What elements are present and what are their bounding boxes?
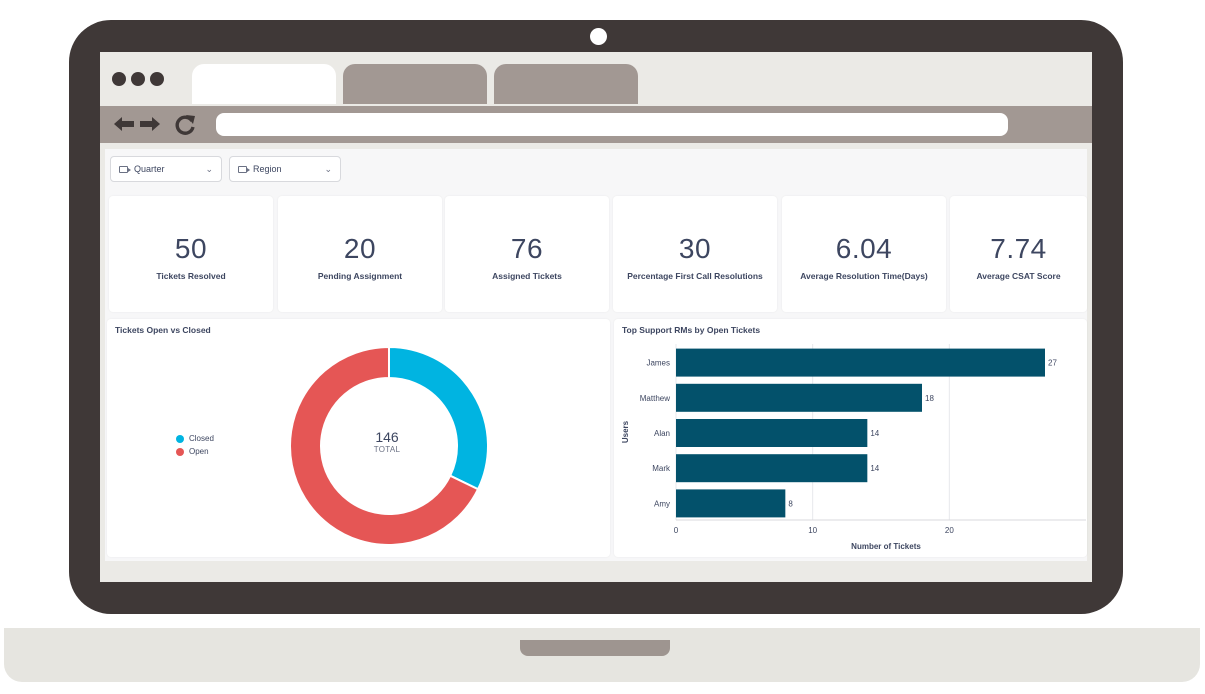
kpi-value: 30: [678, 233, 712, 264]
region-filter-label: Region: [253, 164, 282, 174]
kpi-value: 50: [174, 233, 208, 264]
kpi-label: Pending Assignment: [317, 271, 403, 281]
y-tick-label: Mark: [652, 464, 671, 473]
bar-amy[interactable]: [676, 489, 786, 518]
legend-swatch-open: [176, 447, 184, 456]
window-dot-icon[interactable]: [112, 72, 126, 86]
bar-matthew[interactable]: [676, 383, 922, 412]
reload-icon[interactable]: [173, 112, 197, 136]
kpi-value: 20: [343, 233, 377, 264]
donut-panel: Tickets Open vs Closed Closed Open 146 T…: [107, 319, 610, 557]
legend-label: Open: [189, 447, 209, 456]
chevron-down-icon: ⌄: [205, 163, 213, 174]
kpi-value: 6.04: [835, 233, 893, 264]
kpi-card-pending-assignment: 20 Pending Assignment: [278, 196, 442, 312]
kpi-card-first-call-resolutions: 30 Percentage First Call Resolutions: [613, 196, 777, 312]
browser-toolbar: [100, 106, 1092, 143]
kpi-label: Percentage First Call Resolutions: [627, 271, 763, 281]
bar-mark[interactable]: [676, 454, 868, 483]
legend-label: Closed: [189, 434, 214, 443]
donut-slice-open[interactable]: [289, 345, 480, 546]
window-dot-icon[interactable]: [150, 72, 164, 86]
donut-title: Tickets Open vs Closed: [115, 325, 211, 335]
y-tick-label: Matthew: [640, 394, 670, 403]
browser-tab[interactable]: [494, 64, 638, 104]
legend-item-closed[interactable]: Closed: [176, 432, 214, 445]
kpi-label: Average Resolution Time(Days): [800, 271, 928, 281]
y-tick-label: Amy: [654, 499, 670, 508]
donut-legend: Closed Open: [176, 432, 214, 458]
bar-chart: 0 10 20 James 27 Matthew 18 Alan 14 Mark 14 Amy 8 Num…: [621, 344, 1086, 551]
y-axis-label: Users: [621, 420, 630, 443]
bar-data-label: 18: [925, 394, 934, 403]
y-tick-label: James: [646, 359, 670, 368]
x-tick-label: 10: [808, 526, 817, 535]
kpi-label: Assigned Tickets: [492, 271, 562, 281]
camera-icon: [590, 28, 607, 45]
window-controls: [112, 72, 164, 86]
browser-tab[interactable]: [343, 64, 487, 104]
filter-icon: [238, 165, 250, 173]
donut-total-label: TOTAL: [373, 445, 401, 454]
x-tick-label: 20: [945, 526, 954, 535]
donut-chart: [289, 345, 489, 546]
forward-arrow-icon[interactable]: [138, 112, 162, 136]
bar-data-label: 14: [870, 429, 879, 438]
browser-tab-active[interactable]: [192, 64, 336, 104]
region-filter[interactable]: Region ⌄: [229, 156, 341, 182]
laptop-screen: Quarter ⌄ Region ⌄ 50 Tickets Resolved 2…: [100, 52, 1092, 582]
kpi-value: 7.74: [990, 233, 1047, 264]
address-bar[interactable]: [216, 113, 1008, 136]
bar-data-label: 8: [788, 499, 793, 508]
kpi-card-tickets-resolved: 50 Tickets Resolved: [109, 196, 273, 312]
donut-center: 146 TOTAL: [352, 429, 422, 454]
kpi-value: 76: [510, 233, 544, 264]
laptop-notch: [520, 640, 670, 656]
x-tick-label: 0: [674, 526, 679, 535]
bar-data-label: 14: [870, 464, 879, 473]
chevron-down-icon: ⌄: [324, 163, 332, 174]
kpi-label: Tickets Resolved: [156, 271, 226, 281]
bar-panel: Top Support RMs by Open Tickets 0 10 20 Jam…: [614, 319, 1087, 557]
y-tick-label: Alan: [654, 429, 670, 438]
x-axis-label: Number of Tickets: [851, 542, 921, 551]
kpi-card-assigned-tickets: 76 Assigned Tickets: [445, 196, 609, 312]
donut-slice-closed[interactable]: [388, 345, 489, 491]
filter-icon: [119, 165, 131, 173]
kpi-label: Average CSAT Score: [976, 271, 1061, 281]
quarter-filter-label: Quarter: [134, 164, 165, 174]
bar-data-label: 27: [1048, 359, 1057, 368]
legend-swatch-closed: [176, 434, 184, 443]
bar-title: Top Support RMs by Open Tickets: [622, 325, 761, 335]
kpi-card-avg-resolution-time: 6.04 Average Resolution Time(Days): [782, 196, 946, 312]
kpi-card-avg-csat-score: 7.74 Average CSAT Score: [950, 196, 1087, 312]
bar-alan[interactable]: [676, 419, 868, 447]
window-dot-icon[interactable]: [131, 72, 145, 86]
dashboard: Quarter ⌄ Region ⌄ 50 Tickets Resolved 2…: [105, 149, 1087, 561]
donut-total: 146: [375, 429, 399, 445]
back-arrow-icon[interactable]: [112, 112, 136, 136]
quarter-filter[interactable]: Quarter ⌄: [110, 156, 222, 182]
legend-item-open[interactable]: Open: [176, 445, 214, 458]
bar-james[interactable]: [676, 348, 1045, 377]
